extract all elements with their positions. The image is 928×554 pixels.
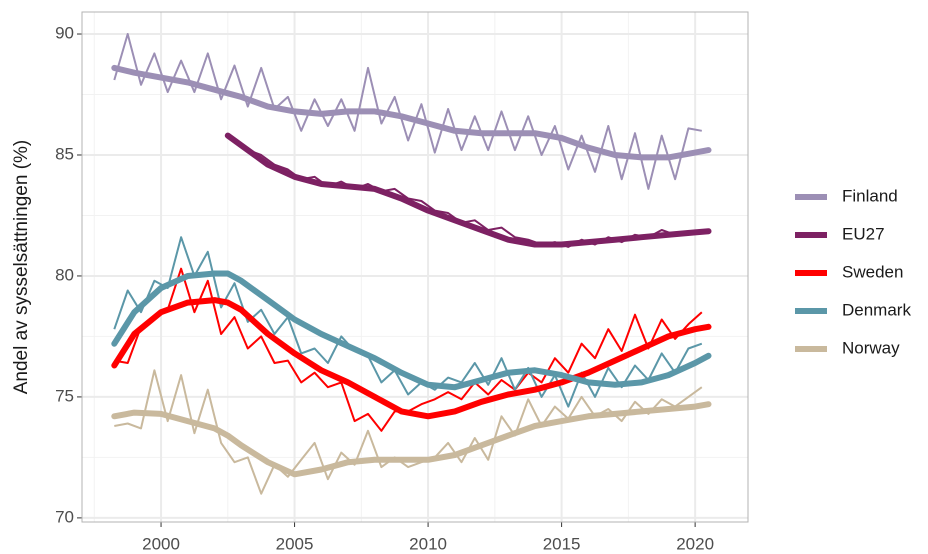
legend-label: Finland bbox=[842, 186, 898, 205]
y-tick-label: 85 bbox=[55, 144, 74, 163]
y-tick-label: 90 bbox=[55, 24, 74, 43]
raw-line bbox=[113, 33, 702, 190]
trend-line bbox=[224, 132, 712, 248]
x-tick-label: 2005 bbox=[276, 534, 314, 553]
y-tick-label: 70 bbox=[55, 507, 74, 526]
trend-line bbox=[111, 401, 712, 478]
raw-line bbox=[113, 236, 703, 408]
panel-border bbox=[81, 11, 749, 523]
y-axis-label: Andel av sysselsättningen (%) bbox=[11, 140, 32, 395]
x-tick-label: 2010 bbox=[409, 534, 447, 553]
trend-line bbox=[111, 297, 712, 420]
y-tick-label: 75 bbox=[55, 386, 74, 405]
legend-label: Norway bbox=[842, 338, 900, 357]
x-tick-label: 2015 bbox=[543, 534, 581, 553]
x-tick-label: 2000 bbox=[142, 534, 180, 553]
legend-label: Sweden bbox=[842, 262, 903, 281]
trend-line bbox=[111, 270, 712, 391]
x-tick-label: 2020 bbox=[676, 534, 714, 553]
y-tick-label: 80 bbox=[55, 265, 74, 284]
legend-label: EU27 bbox=[842, 224, 885, 243]
legend-label: Denmark bbox=[842, 300, 911, 319]
raw-line bbox=[114, 369, 703, 495]
trend-line bbox=[111, 64, 712, 161]
